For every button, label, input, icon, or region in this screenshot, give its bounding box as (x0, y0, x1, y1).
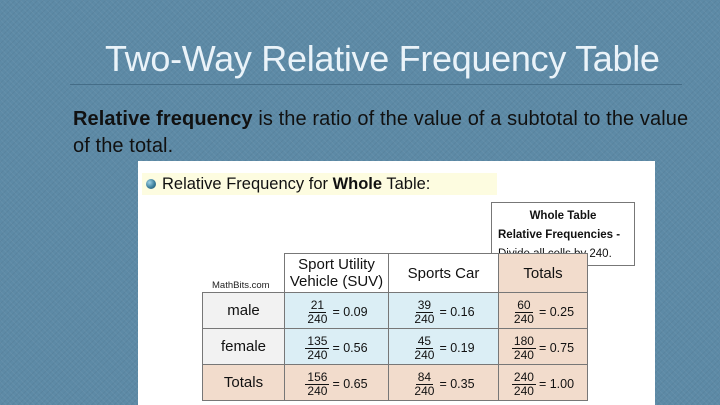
fraction-value: = 0.19 (439, 341, 475, 355)
column-header-sports-car: Sports Car (388, 253, 499, 293)
row-label-male: male (202, 292, 285, 329)
figure-header-pre: Relative Frequency for (162, 175, 333, 193)
figure-header-post: Table: (382, 175, 431, 193)
cell-totals-sports-car: 84 240 = 0.35 (388, 364, 499, 401)
fraction-value: = 0.25 (538, 305, 575, 319)
fraction-numerator: 45 (415, 333, 434, 349)
cell-male-suv: 21 240 = 0.09 (284, 292, 389, 329)
cell-male-sports-car: 39 240 = 0.16 (388, 292, 499, 329)
body-text-rest: is the ratio of the value of a subtotal … (73, 108, 689, 157)
fraction-numerator: 180 (511, 333, 536, 349)
fraction-denominator: 240 (307, 383, 328, 398)
fraction-denominator: 240 (414, 347, 435, 362)
fraction-value: = 0.35 (439, 377, 475, 391)
table-figure: Relative Frequency for Whole Table: Whol… (138, 161, 655, 405)
row-label-totals: Totals (202, 364, 285, 401)
cell-female-total: 180 240 = 0.75 (498, 328, 588, 365)
body-text: Relative frequency is the ratio of the v… (73, 106, 703, 160)
figure-header: Relative Frequency for Whole Table: (142, 173, 497, 195)
column-header-suv: Sport Utility Vehicle (SUV) (284, 253, 389, 293)
fraction-denominator: 240 (414, 383, 435, 398)
callout-line-2: Relative Frequencies - (498, 229, 621, 241)
cell-male-total: 60 240 = 0.25 (498, 292, 588, 329)
fraction-value: = 0.56 (332, 341, 368, 355)
figure-header-bold: Whole (332, 175, 383, 193)
cell-totals-suv: 156 240 = 0.65 (284, 364, 389, 401)
title-divider (70, 84, 682, 85)
fraction-denominator: 240 (414, 311, 435, 326)
row-label-female: female (202, 328, 285, 365)
column-header-totals: Totals (498, 253, 588, 293)
fraction-denominator: 240 (513, 311, 534, 326)
table-row-female: female 135 240 = 0.56 45 240 = 0.19 180 240 = … (202, 328, 588, 365)
fraction-value: = 0.09 (332, 305, 368, 319)
cell-female-sports-car: 45 240 = 0.19 (388, 328, 499, 365)
fraction-denominator: 240 (307, 347, 328, 362)
fraction-numerator: 84 (415, 369, 434, 385)
fraction-denominator: 240 (513, 347, 534, 362)
table-header-row: Sport Utility Vehicle (SUV) Sports Car T… (203, 253, 588, 293)
fraction-numerator: 240 (511, 369, 536, 385)
fraction-denominator: 240 (307, 311, 328, 326)
mathbits-watermark: MathBits.com (212, 280, 270, 291)
fraction-numerator: 135 (305, 333, 330, 349)
figure-header-text: Relative Frequency for Whole Table: (162, 173, 430, 195)
fraction-value: = 0.65 (332, 377, 368, 391)
fraction-value: = 0.16 (439, 305, 475, 319)
table-corner (203, 254, 285, 293)
fraction-value: = 0.75 (538, 341, 575, 355)
fraction-denominator: 240 (513, 383, 534, 398)
callout-line-1: Whole Table (529, 210, 597, 222)
table-row-male: male 21 240 = 0.09 39 240 = 0.16 60 240 = 0.25 (202, 292, 588, 329)
cell-grand-total: 240 240 = 1.00 (498, 364, 588, 401)
fraction-numerator: 39 (415, 297, 434, 313)
frequency-table: Sport Utility Vehicle (SUV) Sports Car T… (202, 253, 588, 401)
fraction-numerator: 21 (308, 297, 327, 313)
fraction-numerator: 156 (305, 369, 330, 385)
slide-title: Two-Way Relative Frequency Table (105, 38, 660, 79)
table-row-totals: Totals 156 240 = 0.65 84 240 = 0.35 240 240 = … (202, 364, 588, 401)
fraction-numerator: 60 (515, 297, 533, 313)
fraction-value: = 1.00 (538, 377, 575, 391)
body-text-bold: Relative frequency (73, 108, 253, 130)
bullet-icon (146, 179, 156, 189)
cell-female-suv: 135 240 = 0.56 (284, 328, 389, 365)
